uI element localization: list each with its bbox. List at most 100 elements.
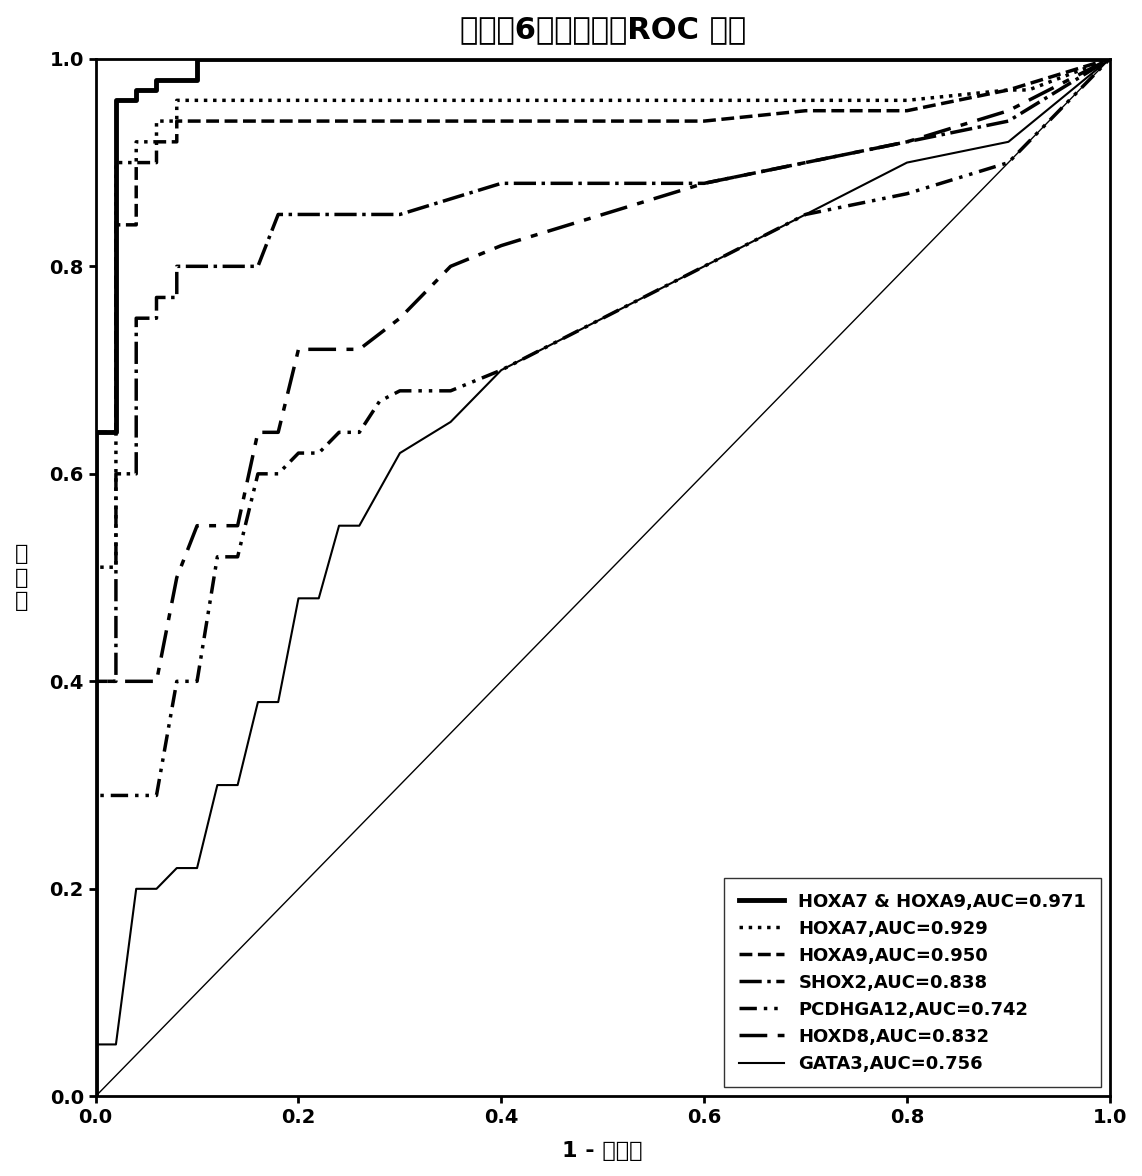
- GATA3,AUC=0.756: [698, 259, 711, 273]
- HOXD8,AUC=0.832: [150, 674, 163, 688]
- HOXA9,AUC=0.950: [393, 114, 407, 128]
- PCDHGA12,AUC=0.742: [150, 788, 163, 802]
- HOXA7 & HOXA9,AUC=0.971: [231, 52, 244, 66]
- HOXD8,AUC=0.832: [251, 426, 265, 440]
- HOXD8,AUC=0.832: [444, 259, 458, 273]
- HOXD8,AUC=0.832: [698, 176, 711, 191]
- SHOX2,AUC=0.838: [170, 259, 184, 273]
- HOXA7 & HOXA9,AUC=0.971: [698, 52, 711, 66]
- SHOX2,AUC=0.838: [291, 207, 305, 221]
- HOXA9,AUC=0.950: [596, 114, 610, 128]
- HOXA7,AUC=0.929: [191, 93, 204, 107]
- HOXD8,AUC=0.832: [596, 207, 610, 221]
- HOXD8,AUC=0.832: [210, 519, 224, 533]
- HOXA9,AUC=0.950: [129, 155, 143, 169]
- HOXA7 & HOXA9,AUC=0.971: [372, 52, 386, 66]
- HOXA7 & HOXA9,AUC=0.971: [89, 1089, 103, 1103]
- SHOX2,AUC=0.838: [596, 176, 610, 191]
- GATA3,AUC=0.756: [444, 415, 458, 429]
- HOXA7,AUC=0.929: [251, 93, 265, 107]
- PCDHGA12,AUC=0.742: [444, 383, 458, 397]
- SHOX2,AUC=0.838: [231, 259, 244, 273]
- GATA3,AUC=0.756: [110, 1037, 123, 1051]
- HOXA7,AUC=0.929: [1002, 82, 1015, 96]
- GATA3,AUC=0.756: [170, 861, 184, 875]
- HOXD8,AUC=0.832: [89, 674, 103, 688]
- SHOX2,AUC=0.838: [129, 467, 143, 481]
- PCDHGA12,AUC=0.742: [89, 1089, 103, 1103]
- HOXA9,AUC=0.950: [231, 114, 244, 128]
- HOXA9,AUC=0.950: [291, 114, 305, 128]
- GATA3,AUC=0.756: [251, 695, 265, 709]
- HOXA7 & HOXA9,AUC=0.971: [291, 52, 305, 66]
- GATA3,AUC=0.756: [312, 592, 325, 606]
- Legend: HOXA7 & HOXA9,AUC=0.971, HOXA7,AUC=0.929, HOXA9,AUC=0.950, SHOX2,AUC=0.838, PCDH: HOXA7 & HOXA9,AUC=0.971, HOXA7,AUC=0.929…: [724, 878, 1101, 1088]
- PCDHGA12,AUC=0.742: [272, 467, 286, 481]
- HOXA9,AUC=0.950: [170, 135, 184, 149]
- Line: HOXA7 & HOXA9,AUC=0.971: HOXA7 & HOXA9,AUC=0.971: [96, 59, 1110, 1096]
- HOXA7,AUC=0.929: [150, 135, 163, 149]
- HOXA7,AUC=0.929: [272, 93, 286, 107]
- HOXD8,AUC=0.832: [900, 135, 914, 149]
- PCDHGA12,AUC=0.742: [89, 788, 103, 802]
- PCDHGA12,AUC=0.742: [596, 312, 610, 326]
- GATA3,AUC=0.756: [231, 779, 244, 793]
- PCDHGA12,AUC=0.742: [353, 426, 367, 440]
- PCDHGA12,AUC=0.742: [210, 549, 224, 563]
- HOXD8,AUC=0.832: [231, 519, 244, 533]
- GATA3,AUC=0.756: [150, 882, 163, 896]
- PCDHGA12,AUC=0.742: [1002, 155, 1015, 169]
- HOXA7 & HOXA9,AUC=0.971: [413, 52, 427, 66]
- HOXD8,AUC=0.832: [89, 1089, 103, 1103]
- SHOX2,AUC=0.838: [1002, 114, 1015, 128]
- HOXA7,AUC=0.929: [170, 93, 184, 107]
- PCDHGA12,AUC=0.742: [798, 207, 812, 221]
- HOXD8,AUC=0.832: [110, 674, 123, 688]
- HOXA9,AUC=0.950: [191, 114, 204, 128]
- HOXA9,AUC=0.950: [129, 218, 143, 232]
- HOXA7 & HOXA9,AUC=0.971: [110, 93, 123, 107]
- HOXA7,AUC=0.929: [89, 1089, 103, 1103]
- HOXA7 & HOXA9,AUC=0.971: [312, 52, 325, 66]
- HOXD8,AUC=0.832: [1103, 52, 1117, 66]
- HOXA7 & HOXA9,AUC=0.971: [272, 52, 286, 66]
- HOXA7,AUC=0.929: [210, 93, 224, 107]
- HOXA7 & HOXA9,AUC=0.971: [1103, 52, 1117, 66]
- GATA3,AUC=0.756: [798, 207, 812, 221]
- HOXA9,AUC=0.950: [494, 114, 508, 128]
- HOXA7 & HOXA9,AUC=0.971: [596, 52, 610, 66]
- Y-axis label: 敏
感
度: 敏 感 度: [15, 544, 29, 610]
- HOXD8,AUC=0.832: [494, 239, 508, 253]
- HOXA9,AUC=0.950: [210, 114, 224, 128]
- GATA3,AUC=0.756: [900, 155, 914, 169]
- SHOX2,AUC=0.838: [170, 290, 184, 305]
- HOXA7,AUC=0.929: [129, 135, 143, 149]
- HOXA7,AUC=0.929: [89, 560, 103, 574]
- HOXD8,AUC=0.832: [170, 570, 184, 584]
- SHOX2,AUC=0.838: [110, 674, 123, 688]
- HOXA7 & HOXA9,AUC=0.971: [129, 93, 143, 107]
- HOXA7 & HOXA9,AUC=0.971: [1002, 52, 1015, 66]
- HOXA7,AUC=0.929: [1022, 82, 1036, 96]
- HOXA7 & HOXA9,AUC=0.971: [110, 426, 123, 440]
- HOXA7 & HOXA9,AUC=0.971: [210, 52, 224, 66]
- PCDHGA12,AUC=0.742: [494, 363, 508, 377]
- GATA3,AUC=0.756: [89, 1089, 103, 1103]
- HOXA7,AUC=0.929: [110, 560, 123, 574]
- HOXA7 & HOXA9,AUC=0.971: [150, 82, 163, 96]
- HOXA7 & HOXA9,AUC=0.971: [191, 73, 204, 87]
- HOXA7,AUC=0.929: [494, 93, 508, 107]
- HOXA9,AUC=0.950: [150, 135, 163, 149]
- HOXD8,AUC=0.832: [129, 674, 143, 688]
- HOXD8,AUC=0.832: [393, 312, 407, 326]
- HOXA9,AUC=0.950: [272, 114, 286, 128]
- HOXD8,AUC=0.832: [798, 155, 812, 169]
- GATA3,AUC=0.756: [210, 779, 224, 793]
- HOXA9,AUC=0.950: [1002, 82, 1015, 96]
- HOXA7,AUC=0.929: [596, 93, 610, 107]
- GATA3,AUC=0.756: [272, 695, 286, 709]
- HOXD8,AUC=0.832: [353, 342, 367, 356]
- SHOX2,AUC=0.838: [89, 674, 103, 688]
- SHOX2,AUC=0.838: [1103, 52, 1117, 66]
- HOXA7,AUC=0.929: [798, 93, 812, 107]
